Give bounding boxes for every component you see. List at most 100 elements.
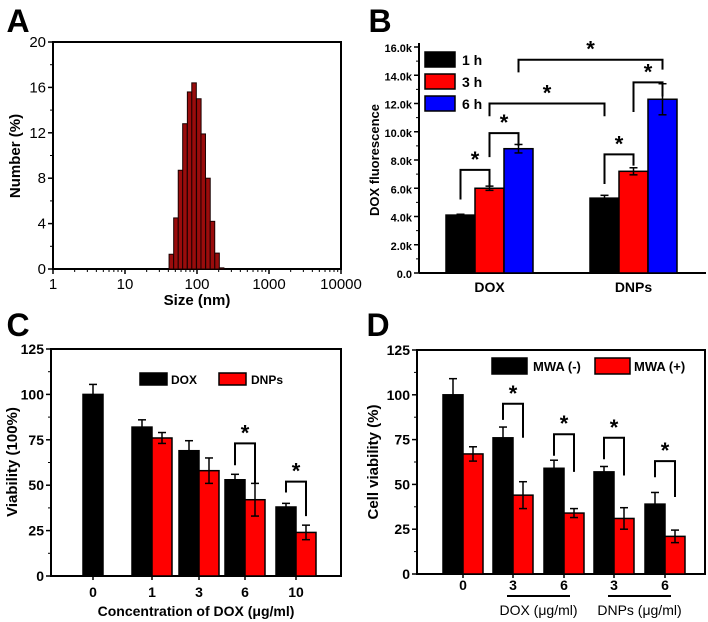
significance-bracket (603, 436, 625, 476)
panel-a: A 0 4 8 12 16 20 1 10 100 1000 10000 Size (nm) Number… (6, 3, 361, 309)
panel-b: B 0.0 2.0k 4.0k 6.0k 8.0k 10.0k 12.0k 14.0k 16.0k… (367, 3, 706, 295)
histogram-bar (191, 82, 197, 270)
y-tick-label: 10.0k (384, 128, 412, 140)
y-tick-label: 125 (21, 341, 45, 357)
legend-swatch (424, 95, 456, 112)
bar-c-dox (224, 479, 246, 577)
x-tick-label: 0 (459, 577, 467, 593)
bar-c-dnps (151, 437, 173, 577)
x-tick-label: 3 (610, 577, 618, 593)
significance-bracket (488, 102, 606, 117)
y-tick-label: 75 (28, 432, 44, 448)
x-tick-label: 6 (661, 577, 669, 593)
y-tick-label: 0 (38, 261, 46, 278)
significance-bracket (502, 402, 524, 438)
x-tick-label: 3 (195, 584, 203, 600)
bar-b-6h (503, 147, 534, 274)
y-tick-label: 0.0 (397, 269, 412, 281)
bar-c-dox (131, 426, 153, 577)
histogram-bar (168, 253, 175, 270)
panel-d: D 0 25 50 75 100 125 0 3 6 3 6 Cell viability (%) MWA… (365, 307, 706, 618)
significance-star: * (241, 420, 250, 445)
legend-swatch (139, 372, 168, 386)
histogram-bar (182, 123, 188, 270)
significance-bracket (654, 460, 676, 497)
category-label: DNPs (615, 279, 653, 295)
significance-star: * (292, 459, 301, 484)
y-tick-label: 50 (28, 477, 44, 493)
histogram-bar (173, 217, 179, 270)
x-axis-label: Size (nm) (164, 292, 231, 309)
bar-d-mwa (543, 467, 565, 575)
significance-bracket (459, 168, 491, 200)
x-tick-label: 100 (184, 276, 209, 293)
bar-c-dox (178, 449, 200, 577)
y-tick-label: 100 (387, 387, 411, 403)
y-tick-label: 125 (387, 342, 411, 358)
significance-star: * (471, 147, 480, 172)
legend-label: DNPs (251, 373, 283, 387)
panel-c: C 0 25 50 75 100 125 0 1 3 6 10 Concentration of DOX… (4, 307, 342, 619)
panel-letter: B (368, 3, 391, 39)
y-tick-label: 12 (29, 125, 46, 142)
legend-label: 1 h (462, 52, 482, 68)
panel-letter: D (366, 307, 389, 343)
legend-swatch (491, 357, 528, 375)
significance-star: * (610, 415, 619, 440)
significance-bracket (234, 442, 256, 484)
panel-letter: C (6, 307, 29, 343)
legend-label: DOX (171, 373, 197, 387)
legend-swatch (424, 73, 456, 90)
bar-d-mwa (593, 471, 615, 575)
category-group-label: DNPs (μg/ml) (597, 602, 681, 618)
y-tick-label: 4 (38, 216, 46, 233)
bar-d-mwa (492, 437, 514, 575)
y-axis-label: Viability (100%) (4, 407, 21, 517)
bar-c-dox (82, 393, 104, 577)
significance-bracket (603, 153, 635, 185)
legend-label: MWA (+) (634, 359, 685, 374)
x-tick-label: 1 (148, 584, 156, 600)
category-label: DOX (474, 279, 505, 295)
y-tick-label: 6.0k (391, 184, 413, 196)
bar-d-mwa (462, 453, 484, 575)
histogram-bar (186, 91, 193, 270)
legend-label: 6 h (462, 96, 482, 112)
legend-swatch (218, 372, 247, 386)
y-tick-label: 20 (29, 34, 46, 51)
x-tick-label: 6 (560, 577, 568, 593)
y-axis-label: DOX fluorescence (367, 104, 382, 216)
significance-bracket (553, 433, 575, 472)
bar-c-dnps (198, 469, 220, 577)
histogram-bar (205, 177, 211, 270)
bar-d-mwa (442, 394, 464, 575)
x-tick-label: 10 (288, 584, 304, 600)
significance-bracket (517, 58, 664, 73)
significance-bracket (488, 132, 520, 158)
histogram-bar (177, 169, 184, 270)
legend-label: MWA (-) (533, 359, 581, 374)
y-tick-label: 100 (21, 386, 45, 402)
histogram-bar (196, 98, 202, 270)
x-tick-label: 1 (49, 276, 57, 293)
y-tick-label: 12.0k (384, 100, 412, 112)
y-tick-label: 25 (394, 521, 410, 537)
histogram-bar (214, 252, 220, 270)
y-tick-label: 50 (394, 476, 410, 492)
y-tick-label: 25 (28, 523, 44, 539)
bar-b-3h (618, 170, 649, 274)
y-tick-label: 75 (394, 432, 410, 448)
y-tick-label: 2.0k (391, 241, 413, 253)
significance-bracket (632, 81, 664, 112)
significance-star: * (586, 37, 595, 62)
bar-b-6h (647, 98, 678, 274)
y-tick-label: 0 (36, 568, 44, 584)
significance-star: * (543, 81, 552, 106)
histogram-bar (218, 267, 225, 270)
y-tick-label: 16.0k (384, 43, 412, 55)
significance-bracket (285, 480, 307, 517)
y-axis-label: Number (%) (7, 114, 24, 198)
bar-b-1h (589, 197, 620, 274)
legend-swatch (594, 357, 631, 375)
